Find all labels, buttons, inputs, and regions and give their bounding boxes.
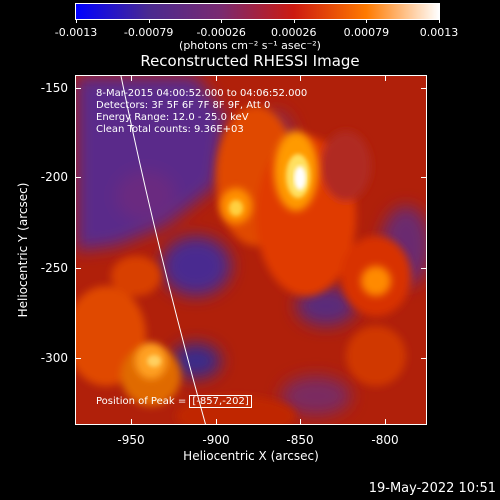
- y-tick-label: -250: [40, 261, 68, 275]
- flux-map: [76, 76, 426, 424]
- x-tick: [300, 419, 301, 425]
- y-tick: [421, 88, 427, 89]
- y-axis-label: Heliocentric Y (arcsec): [16, 182, 30, 318]
- x-tick: [385, 419, 386, 425]
- info-energy: Energy Range: 12.0 - 25.0 keV: [96, 112, 249, 123]
- colorbar-tick-label: 0.0013: [419, 26, 459, 39]
- x-tick: [131, 419, 132, 425]
- x-tick-label: -900: [202, 433, 230, 447]
- info-counts: Clean Total counts: 9.36E+03: [96, 124, 244, 135]
- colorbar-tick-label: 0.00026: [271, 26, 317, 39]
- y-tick: [75, 268, 81, 269]
- peak-position: Position of Peak = [-857,-202]: [96, 395, 252, 408]
- x-tick: [385, 75, 386, 81]
- colorbar-tick-label: -0.00026: [196, 26, 246, 39]
- info-time: 8-Mar-2015 04:00:52.000 to 04:06:52.000: [96, 88, 308, 99]
- y-tick: [421, 358, 427, 359]
- colorbar-tick-label: -0.00079: [123, 26, 174, 39]
- colorbar-tick: [439, 19, 440, 23]
- x-tick-label: -850: [286, 433, 314, 447]
- x-axis-label: Heliocentric X (arcsec): [183, 449, 319, 463]
- y-tick: [75, 177, 81, 178]
- colorbar: [75, 3, 440, 20]
- y-tick: [421, 268, 427, 269]
- colorbar-tick: [148, 19, 150, 23]
- x-tick-label: -800: [371, 433, 399, 447]
- peak-label: Position of Peak =: [96, 396, 187, 407]
- x-tick-label: -950: [117, 433, 145, 447]
- colorbar-tick: [76, 19, 77, 23]
- y-tick: [75, 358, 81, 359]
- y-tick-label: -200: [40, 170, 68, 184]
- y-tick-label: -300: [40, 351, 68, 365]
- timestamp: 19-May-2022 10:51: [368, 481, 496, 496]
- peak-value: [-857,-202]: [189, 395, 252, 408]
- colorbar-tick: [366, 19, 368, 23]
- x-tick: [131, 75, 132, 81]
- x-tick: [216, 419, 217, 425]
- y-tick-label: -150: [40, 81, 68, 95]
- x-tick: [216, 75, 217, 81]
- colorbar-unit: (photons cm⁻² s⁻¹ asec⁻²): [179, 39, 321, 52]
- y-tick: [75, 88, 81, 89]
- colorbar-tick-label: -0.0013: [54, 26, 98, 39]
- colorbar-tick: [293, 19, 295, 23]
- info-detectors: Detectors: 3F 5F 6F 7F 8F 9F, Att 0: [96, 100, 271, 111]
- y-tick: [421, 177, 427, 178]
- colorbar-tick-label: 0.00079: [343, 26, 390, 39]
- colorbar-tick: [221, 19, 223, 23]
- solar-image: 8-Mar-2015 04:00:52.000 to 04:06:52.000 …: [75, 75, 427, 425]
- image-title: Reconstructed RHESSI Image: [140, 52, 360, 70]
- x-tick: [300, 75, 301, 81]
